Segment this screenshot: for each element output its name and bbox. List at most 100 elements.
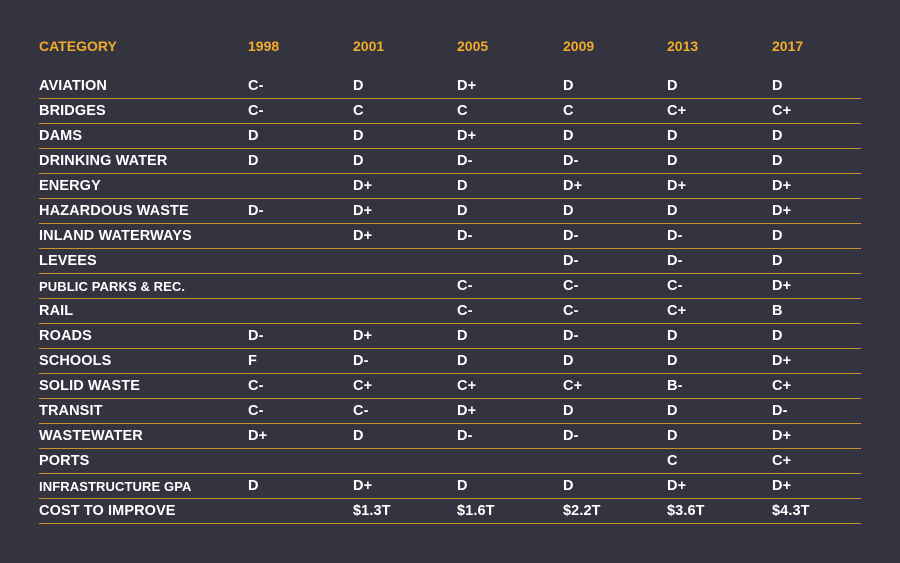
table-row: LEVEES D- D- D: [39, 249, 861, 274]
grade-cell: D+: [353, 328, 373, 344]
column-header-year: 2017: [772, 38, 804, 54]
grade-cell: D: [353, 153, 364, 169]
grade-cell: D+: [457, 403, 477, 419]
grade-cell: D: [457, 353, 468, 369]
column-header-year: 2001: [353, 38, 385, 54]
grade-cell: D-: [353, 353, 369, 369]
grade-cell: D: [248, 153, 259, 169]
grade-cell: D: [353, 128, 364, 144]
table-row: ENERGY D+ D D+ D+ D+: [39, 174, 861, 199]
grade-cell: D: [563, 128, 574, 144]
grade-cell: C: [563, 103, 574, 119]
grade-cell: B: [772, 303, 783, 319]
grade-cell: D: [772, 253, 783, 269]
grade-cell: $4.3T: [772, 503, 810, 519]
grade-cell: D-: [248, 203, 264, 219]
grade-cell: C: [457, 103, 468, 119]
grade-cell: D: [772, 153, 783, 169]
grades-table: CATEGORY 1998 2001 2005 2009 2013 2017 AVIATIO…: [39, 32, 861, 524]
grade-cell: F: [248, 353, 257, 369]
table-row: SOLID WASTE C- C+ C+ C+ B- C+: [39, 374, 861, 399]
grade-cell: D+: [772, 178, 792, 194]
table-row: HAZARDOUS WASTE D- D+ D D D D+: [39, 199, 861, 224]
grade-cell: C-: [248, 78, 264, 94]
row-category-label: BRIDGES: [39, 103, 106, 119]
grade-cell: D: [457, 478, 468, 494]
row-category-label: WASTEWATER: [39, 428, 143, 444]
grade-cell: C+: [457, 378, 477, 394]
grade-cell: D: [563, 78, 574, 94]
table-row: PORTS C C+: [39, 449, 861, 474]
row-category-label: DAMS: [39, 128, 83, 144]
grade-cell: $2.2T: [563, 503, 601, 519]
row-category-label: ROADS: [39, 328, 92, 344]
row-category-label: SCHOOLS: [39, 353, 112, 369]
grade-cell: C+: [563, 378, 583, 394]
grade-cell: $3.6T: [667, 503, 705, 519]
grade-cell: D: [563, 353, 574, 369]
row-category-label: TRANSIT: [39, 403, 103, 419]
grade-cell: C-: [248, 403, 264, 419]
grade-cell: D+: [248, 428, 268, 444]
grade-cell: C-: [457, 303, 473, 319]
grade-cell: D: [667, 128, 678, 144]
grade-cell: B-: [667, 378, 683, 394]
grade-cell: D: [353, 428, 364, 444]
grade-cell: $1.3T: [353, 503, 391, 519]
grade-cell: D+: [772, 428, 792, 444]
row-category-label: PORTS: [39, 453, 90, 469]
grade-cell: D+: [457, 78, 477, 94]
grade-cell: D: [667, 78, 678, 94]
grade-cell: C-: [248, 378, 264, 394]
grade-cell: D+: [667, 478, 687, 494]
grade-cell: D: [563, 203, 574, 219]
grade-cell: C-: [457, 278, 473, 294]
grade-cell: D+: [772, 203, 792, 219]
grade-cell: D+: [563, 178, 583, 194]
grade-cell: D+: [353, 228, 373, 244]
table-header: CATEGORY 1998 2001 2005 2009 2013 2017: [39, 32, 861, 60]
grade-cell: D-: [563, 253, 579, 269]
grade-cell: D: [667, 353, 678, 369]
grade-cell: D-: [563, 428, 579, 444]
column-header-year: 2013: [667, 38, 699, 54]
grade-cell: D+: [353, 178, 373, 194]
grade-cell: D: [772, 328, 783, 344]
table-row: PUBLIC PARKS & REC. C- C- C- D+: [39, 274, 861, 299]
table-row: DRINKING WATER D D D- D- D D: [39, 149, 861, 174]
grade-cell: D-: [563, 153, 579, 169]
grade-cell: D: [563, 403, 574, 419]
grade-cell: C-: [563, 303, 579, 319]
table-row: SCHOOLS F D- D D D D+: [39, 349, 861, 374]
grade-cell: C+: [772, 453, 792, 469]
grade-cell: C-: [667, 278, 683, 294]
grade-cell: D: [353, 78, 364, 94]
row-category-label: COST TO IMPROVE: [39, 503, 176, 519]
grade-cell: D-: [667, 228, 683, 244]
grade-cell: C-: [353, 403, 369, 419]
grade-cell: D-: [457, 428, 473, 444]
grade-cell: D+: [353, 203, 373, 219]
row-category-label: INLAND WATERWAYS: [39, 228, 192, 244]
row-category-label: DRINKING WATER: [39, 153, 168, 169]
table-row: WASTEWATER D+ D D- D- D D+: [39, 424, 861, 449]
table-row: INLAND WATERWAYS D+ D- D- D- D: [39, 224, 861, 249]
grade-cell: D: [457, 203, 468, 219]
table-row: TRANSIT C- C- D+ D D D-: [39, 399, 861, 424]
table-row: AVIATION C- D D+ D D D: [39, 74, 861, 99]
grade-cell: D: [457, 178, 468, 194]
grade-cell: D-: [563, 228, 579, 244]
grade-cell: D+: [457, 128, 477, 144]
grade-cell: C+: [353, 378, 373, 394]
grade-cell: D: [667, 203, 678, 219]
grade-cell: C+: [667, 103, 687, 119]
grade-cell: D+: [772, 278, 792, 294]
column-header-category: CATEGORY: [39, 38, 117, 54]
row-category-label: RAIL: [39, 303, 74, 319]
row-category-label: LEVEES: [39, 253, 97, 269]
grade-cell: D: [667, 153, 678, 169]
grade-cell: D+: [667, 178, 687, 194]
grade-cell: D-: [248, 328, 264, 344]
table-row: INFRASTRUCTURE GPA D D+ D D D+ D+: [39, 474, 861, 499]
grade-cell: D-: [667, 253, 683, 269]
